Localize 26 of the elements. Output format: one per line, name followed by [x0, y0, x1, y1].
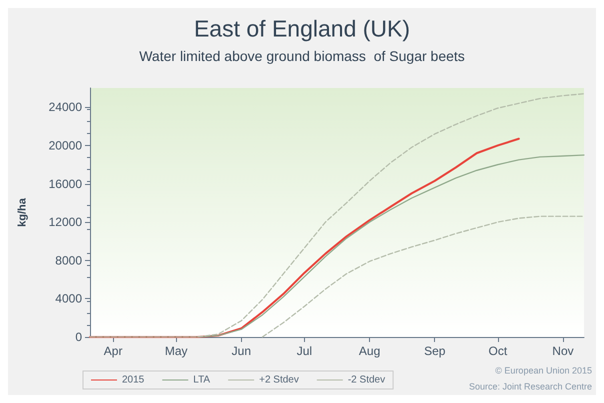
line-series: [262, 216, 585, 338]
y-tick-label: 24000: [48, 100, 82, 114]
legend-label: +2 Stdev: [259, 374, 299, 386]
chart-subtitle: Water limited above ground biomass of Sugar beets: [139, 48, 465, 64]
y-tick-label: 16000: [48, 176, 82, 191]
x-tick-label: Nov: [552, 344, 574, 358]
y-tick-label: 0: [75, 330, 82, 344]
line-series: [89, 138, 520, 338]
source-note: Source: Joint Research Centre: [468, 382, 592, 392]
x-tick-label: Jul: [296, 344, 312, 358]
y-tick-label: 8000: [55, 253, 82, 268]
x-tick-label: May: [164, 344, 188, 358]
x-tick-label: Aug: [358, 344, 380, 358]
x-tick-label: Oct: [488, 344, 508, 358]
legend-label: -2 Stdev: [348, 374, 386, 386]
legend-label: 2015: [122, 374, 145, 386]
x-tick-label: Apr: [104, 344, 122, 358]
x-tick-label: Sep: [424, 344, 446, 358]
y-tick-label: 4000: [55, 292, 82, 306]
chart-title: East of England (UK): [194, 16, 410, 42]
y-tick-label: 20000: [48, 138, 82, 152]
y-tick-label: 12000: [48, 215, 82, 230]
y-axis-title: kg/ha: [16, 197, 28, 227]
text: © European Union 2015: [495, 366, 592, 376]
legend-label: LTA: [193, 374, 210, 386]
x-tick-label: Jun: [232, 344, 252, 358]
